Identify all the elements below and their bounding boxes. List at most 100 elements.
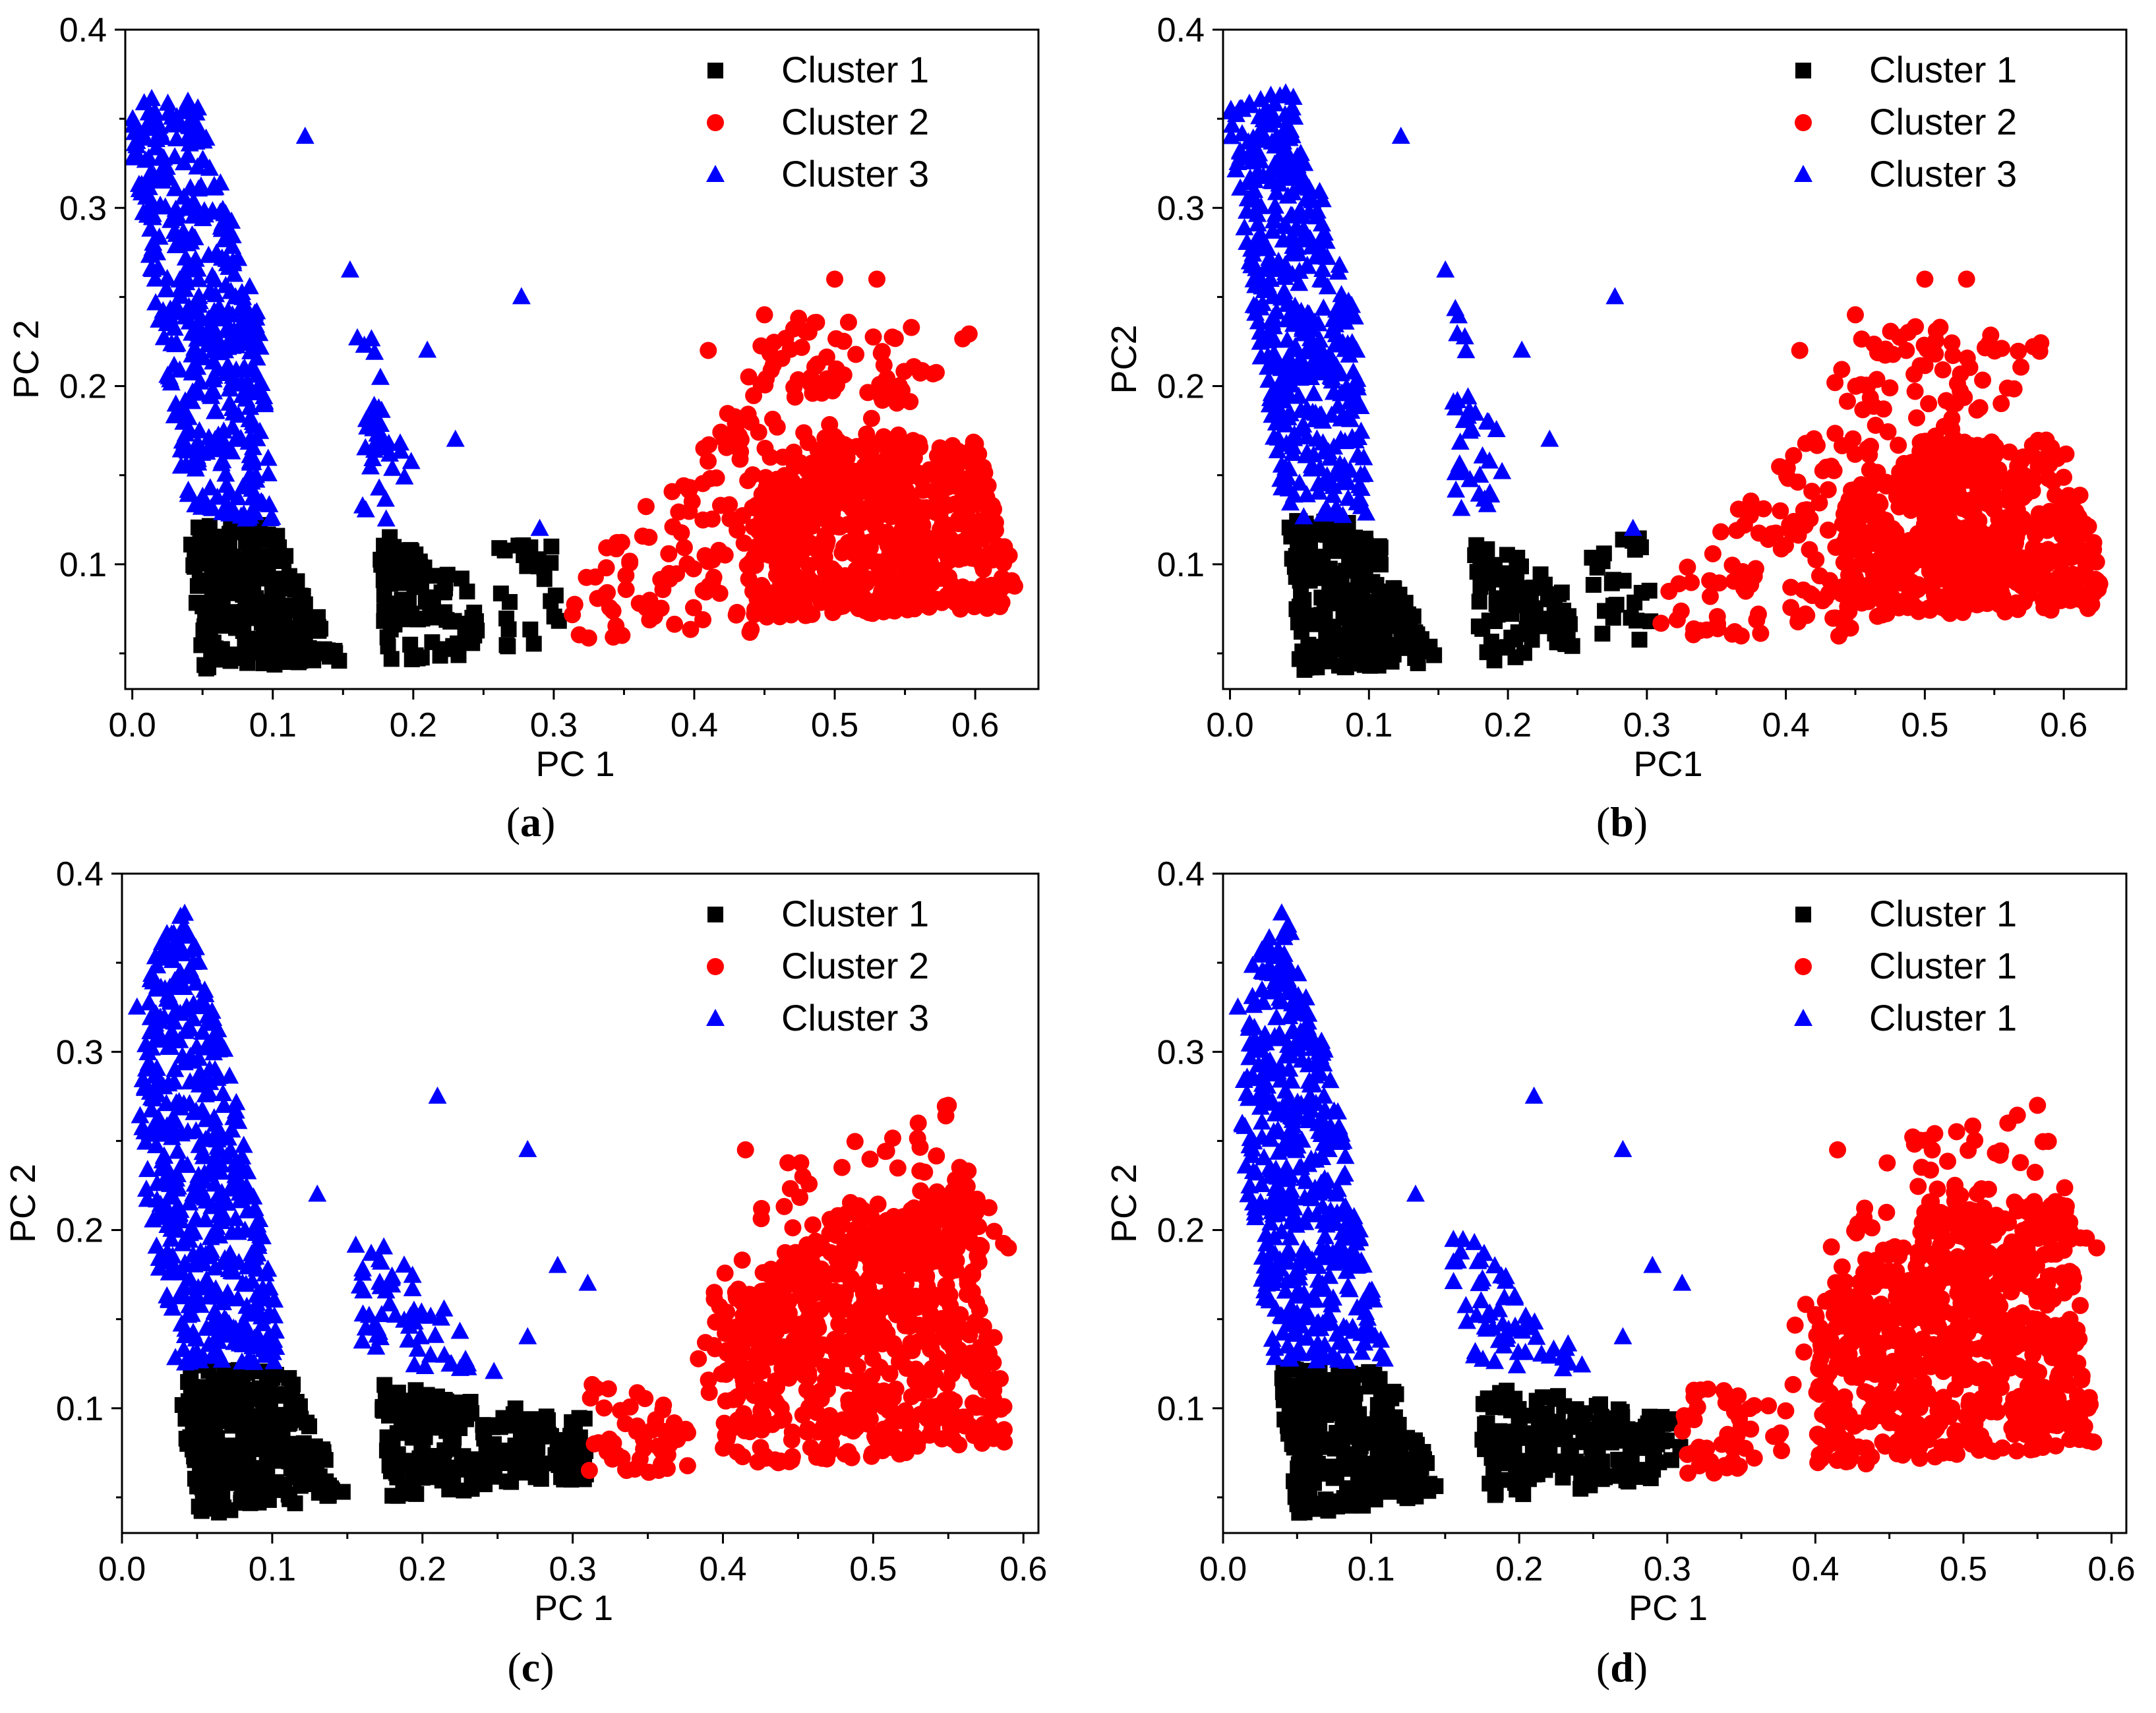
cluster-point: [1911, 434, 1929, 452]
cluster-point: [1907, 318, 1925, 336]
cluster-point: [1245, 181, 1264, 198]
cluster-point: [237, 566, 254, 583]
cluster-point: [146, 269, 165, 287]
cluster-point: [1340, 460, 1360, 478]
cluster-point: [214, 212, 233, 230]
cluster-point: [258, 1372, 275, 1389]
cluster-point: [240, 1348, 259, 1366]
cluster-point: [175, 433, 195, 450]
cluster-point: [165, 1012, 184, 1030]
cluster-point: [652, 599, 670, 617]
cluster-point: [1954, 558, 1972, 576]
cluster-point: [1965, 447, 1983, 465]
cluster-point: [208, 359, 227, 376]
cluster-point: [433, 1397, 449, 1413]
cluster-point: [816, 562, 834, 580]
cluster-point: [785, 378, 803, 396]
cluster-point: [203, 1449, 220, 1466]
cluster-point: [1847, 306, 1864, 324]
cluster-point: [760, 500, 777, 518]
cluster-point: [241, 342, 260, 359]
cluster-point: [180, 959, 199, 977]
cluster-point: [218, 355, 237, 373]
cluster-point: [233, 477, 253, 495]
cluster-point: [1811, 494, 1828, 512]
cluster-point: [214, 1293, 233, 1311]
cluster-point: [151, 162, 170, 180]
cluster-point: [186, 198, 205, 216]
cluster-point: [1847, 529, 1865, 547]
cluster-point: [1712, 523, 1730, 541]
cluster-point: [777, 518, 794, 535]
cluster-point: [247, 470, 266, 488]
cluster-point: [1460, 421, 1479, 439]
cluster-point: [258, 1327, 278, 1344]
cluster-point: [1271, 469, 1290, 487]
cluster-point: [1294, 507, 1313, 525]
cluster-point: [180, 134, 199, 152]
cluster-point: [1330, 255, 1349, 273]
cluster-point: [207, 309, 226, 326]
cluster-point: [1305, 409, 1325, 427]
cluster-point: [601, 599, 618, 616]
cluster-point: [1908, 409, 1926, 427]
cluster-point: [2062, 546, 2080, 564]
cluster-point: [1838, 392, 1856, 410]
cluster-point: [205, 1174, 224, 1192]
cluster-point: [1759, 530, 1777, 548]
cluster-point: [1958, 270, 1975, 288]
cluster-point: [1909, 525, 1927, 543]
cluster-point: [189, 1048, 208, 1066]
cluster-point: [851, 564, 868, 582]
cluster-point: [548, 1255, 567, 1273]
cluster-point: [421, 1455, 438, 1471]
cluster-point: [156, 280, 175, 297]
cluster-point: [235, 1485, 251, 1501]
cluster-point: [1451, 432, 1470, 450]
panel-c: 0.0 0.1 0.2 0.3 0.4 0.5 0.60.10.20.30.4PC 1PC …: [3, 855, 1047, 1691]
cluster-point: [260, 1444, 277, 1460]
cluster-point: [280, 1486, 297, 1503]
cluster-point: [666, 615, 684, 633]
cluster-point: [883, 600, 901, 618]
cluster-point: [1300, 636, 1317, 653]
cluster-point: [1286, 363, 1305, 381]
cluster-point: [163, 1298, 182, 1316]
cluster-point: [196, 128, 216, 146]
cluster-point: [228, 488, 247, 506]
cluster-point: [1454, 411, 1474, 429]
series-cluster-1: [1281, 513, 1659, 678]
cluster-point: [1276, 83, 1296, 101]
cluster-point: [247, 1259, 266, 1277]
cluster-point: [270, 579, 287, 595]
cluster-point: [176, 248, 195, 266]
plot-area: [1223, 83, 2109, 678]
cluster-point: [264, 603, 280, 620]
cluster-point: [240, 1431, 256, 1447]
cluster-point: [1906, 382, 1924, 400]
cluster-point: [763, 535, 781, 553]
cluster-point: [1974, 371, 1992, 389]
cluster-point: [1512, 340, 1532, 358]
cluster-point: [617, 580, 635, 598]
cluster-point: [230, 1334, 249, 1352]
cluster-point: [1934, 361, 1952, 378]
cluster-point: [188, 329, 207, 347]
cluster-point: [1268, 441, 1287, 459]
cluster-point: [167, 107, 187, 125]
cluster-point: [204, 1108, 224, 1126]
cluster-point: [1248, 214, 1267, 231]
cluster-point: [829, 516, 847, 533]
cluster-point: [217, 1310, 236, 1328]
cluster-point: [1631, 632, 1648, 648]
cluster-point: [153, 171, 172, 189]
cluster-point: [289, 1439, 305, 1456]
cluster-point: [390, 1488, 406, 1504]
cluster-point: [1238, 201, 1257, 219]
cluster-point: [678, 555, 696, 573]
cluster-point: [183, 536, 200, 553]
cluster-point: [1393, 617, 1410, 634]
cluster-point: [210, 1032, 229, 1050]
cluster-point: [1258, 357, 1277, 375]
cluster-point: [1315, 440, 1334, 458]
